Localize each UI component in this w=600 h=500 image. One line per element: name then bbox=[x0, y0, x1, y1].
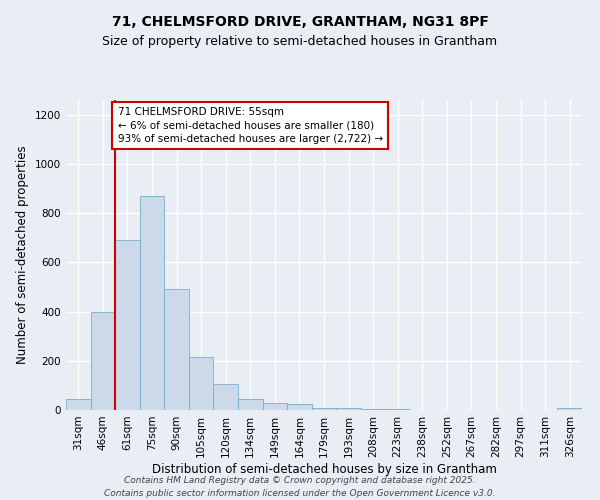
Text: 71, CHELMSFORD DRIVE, GRANTHAM, NG31 8PF: 71, CHELMSFORD DRIVE, GRANTHAM, NG31 8PF bbox=[112, 15, 488, 29]
Bar bbox=[91, 312, 115, 410]
Bar bbox=[115, 240, 140, 410]
Bar bbox=[312, 408, 336, 410]
Bar bbox=[189, 357, 214, 410]
X-axis label: Distribution of semi-detached houses by size in Grantham: Distribution of semi-detached houses by … bbox=[152, 462, 496, 475]
Text: Size of property relative to semi-detached houses in Grantham: Size of property relative to semi-detach… bbox=[103, 35, 497, 48]
Bar bbox=[164, 290, 189, 410]
Bar bbox=[140, 196, 164, 410]
Bar bbox=[214, 384, 238, 410]
Bar bbox=[361, 409, 385, 410]
Text: 71 CHELMSFORD DRIVE: 55sqm
← 6% of semi-detached houses are smaller (180)
93% of: 71 CHELMSFORD DRIVE: 55sqm ← 6% of semi-… bbox=[118, 108, 383, 144]
Bar bbox=[238, 399, 263, 410]
Bar bbox=[66, 399, 91, 410]
Text: Contains HM Land Registry data © Crown copyright and database right 2025.
Contai: Contains HM Land Registry data © Crown c… bbox=[104, 476, 496, 498]
Bar bbox=[557, 408, 582, 410]
Bar bbox=[336, 408, 361, 410]
Y-axis label: Number of semi-detached properties: Number of semi-detached properties bbox=[16, 146, 29, 364]
Bar bbox=[263, 403, 287, 410]
Bar bbox=[287, 404, 312, 410]
